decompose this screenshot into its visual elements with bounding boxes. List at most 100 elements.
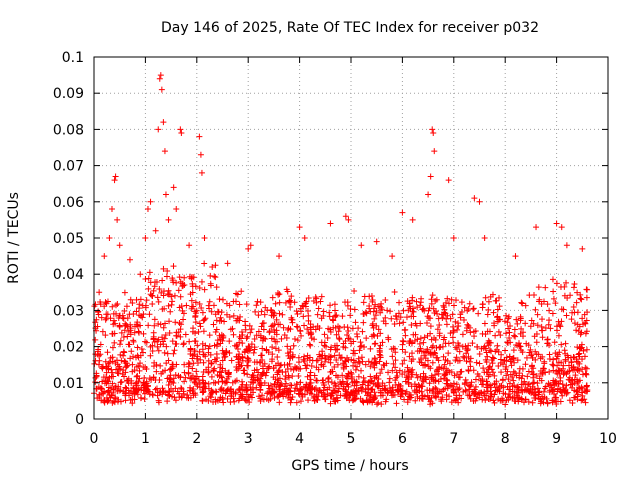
data-point — [501, 357, 508, 364]
data-point — [191, 347, 198, 354]
data-point — [248, 326, 255, 333]
data-point — [151, 322, 158, 329]
data-point — [472, 327, 479, 334]
data-point — [436, 364, 443, 371]
data-point — [207, 272, 214, 279]
data-point — [529, 399, 536, 406]
data-point — [96, 289, 103, 296]
data-point — [391, 321, 398, 328]
data-point — [454, 326, 461, 333]
data-point — [106, 359, 113, 366]
data-point — [206, 332, 213, 339]
data-point — [518, 395, 525, 402]
data-point — [297, 305, 304, 312]
data-point — [105, 388, 112, 395]
data-point — [175, 287, 182, 294]
data-point — [188, 297, 195, 304]
data-point — [266, 328, 273, 335]
data-point — [151, 316, 158, 323]
data-point — [578, 397, 585, 404]
data-point — [503, 330, 510, 337]
data-point — [546, 368, 553, 375]
data-point — [201, 286, 208, 293]
data-point — [106, 235, 113, 241]
data-point — [580, 347, 587, 354]
data-point — [369, 296, 376, 303]
data-point — [181, 378, 188, 385]
data-point — [169, 361, 176, 368]
data-point — [160, 265, 167, 272]
data-point — [510, 354, 517, 361]
data-point — [227, 386, 234, 393]
data-point — [178, 384, 185, 391]
data-point — [160, 324, 167, 331]
data-point — [392, 357, 399, 364]
data-point — [168, 301, 175, 308]
data-point — [214, 308, 221, 315]
data-point — [332, 324, 339, 331]
data-point — [382, 386, 389, 393]
data-point — [177, 326, 184, 333]
data-point — [418, 382, 425, 389]
data-point — [112, 383, 119, 390]
data-point — [233, 317, 240, 324]
data-point — [512, 398, 519, 405]
data-point — [582, 370, 589, 377]
data-point — [515, 385, 522, 392]
data-point — [524, 381, 531, 388]
data-point — [305, 295, 312, 302]
data-point — [291, 388, 298, 395]
x-tick-label: 10 — [599, 431, 617, 447]
data-point — [401, 357, 408, 364]
data-point — [537, 400, 544, 407]
data-point — [338, 354, 345, 361]
data-point — [333, 395, 340, 402]
data-point — [97, 351, 104, 358]
data-point — [223, 349, 230, 356]
data-point — [394, 387, 401, 394]
data-point — [338, 380, 345, 387]
data-point — [545, 321, 552, 328]
data-point — [378, 401, 385, 408]
data-point — [219, 296, 226, 303]
data-point — [255, 369, 262, 376]
data-point — [492, 332, 499, 339]
data-point — [476, 351, 483, 358]
data-point — [270, 312, 277, 319]
data-point — [136, 367, 143, 374]
data-point — [205, 357, 212, 364]
data-point — [222, 353, 229, 360]
data-point — [462, 343, 469, 350]
data-point — [455, 386, 462, 393]
data-point — [355, 355, 362, 362]
data-point — [142, 364, 149, 371]
data-point — [269, 322, 276, 329]
data-point — [255, 312, 262, 319]
data-point — [371, 396, 378, 403]
data-point — [373, 372, 380, 379]
data-point — [99, 365, 106, 372]
data-point — [434, 326, 441, 333]
data-point — [570, 364, 577, 371]
data-point — [353, 382, 360, 389]
data-point — [133, 296, 140, 303]
data-point — [200, 359, 207, 366]
data-point — [393, 374, 400, 381]
data-point — [128, 348, 135, 355]
data-point — [124, 362, 131, 369]
data-point — [104, 349, 111, 356]
axis-ticks: 0 1 2 3 4 5 6 7 8 9 10 0 0.01 0.02 0.03 0.04 0.05 0.06 0.0… — [53, 50, 617, 447]
data-point — [144, 206, 151, 213]
data-point — [572, 372, 579, 379]
data-point — [283, 286, 290, 293]
data-point — [564, 294, 571, 301]
data-point — [244, 362, 251, 369]
data-point — [491, 391, 498, 398]
data-point — [327, 346, 334, 353]
data-point — [434, 354, 441, 361]
data-point — [408, 383, 415, 390]
data-point — [414, 387, 421, 394]
data-point — [570, 304, 577, 311]
data-point — [238, 328, 245, 335]
data-point — [212, 262, 219, 269]
